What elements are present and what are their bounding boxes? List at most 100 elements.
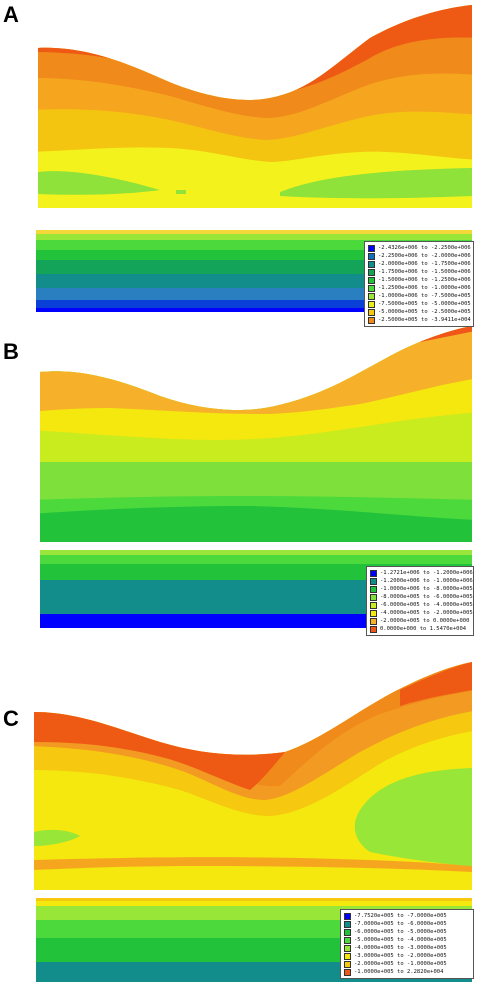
legend-swatch (344, 944, 351, 952)
legend-label: -2.0000e+005 to -1.0000e+005 (354, 961, 447, 967)
legend-swatch (344, 920, 351, 928)
green-body (34, 829, 80, 846)
band (40, 550, 472, 555)
legend-entry: 0.0000e+000 to 1.5470e+004 (370, 625, 470, 633)
legend-label: -2.0000e+005 to 0.0000e+000 (380, 618, 470, 624)
panel-b-section (40, 326, 472, 542)
legend-swatch (370, 585, 377, 593)
panel-label-c: C (3, 706, 19, 731)
legend-swatch (368, 316, 375, 324)
legend-label: -5.0000e+005 to -2.5000e+005 (378, 309, 471, 315)
legend-label: -1.0000e+006 to -8.0000e+005 (380, 586, 473, 592)
legend-label: -1.0000e+006 to -7.5000e+005 (378, 293, 471, 299)
legend-swatch (368, 308, 375, 316)
band (36, 898, 472, 901)
green-body (354, 768, 472, 866)
legend-entry: -7.0000e+005 to -6.0000e+005 (344, 920, 470, 928)
legend-label: -1.2500e+006 to -1.0000e+006 (378, 285, 471, 291)
legend-swatch (370, 577, 377, 585)
panel-label-b: B (3, 339, 19, 364)
legend-swatch (368, 292, 375, 300)
legend-label: -2.5000e+005 to -3.9411e+004 (378, 317, 471, 323)
band (36, 308, 472, 312)
legend-label: -7.5000e+005 to -5.0000e+005 (378, 301, 471, 307)
legend-entry: -3.0000e+005 to -2.0000e+005 (344, 952, 470, 960)
legend-swatch (370, 601, 377, 609)
legend-label: -1.2000e+006 to -1.0000e+006 (380, 578, 473, 584)
legend-swatch (344, 936, 351, 944)
legend-label: -7.0000e+005 to -6.0000e+005 (354, 921, 447, 927)
legend-entry: -4.0000e+005 to -3.0000e+005 (344, 944, 470, 952)
legend-entry: -2.2500e+006 to -2.0000e+006 (368, 252, 471, 260)
legend-entry: -2.5000e+005 to -3.9411e+004 (368, 316, 471, 324)
legend-entry: -2.0000e+006 to -1.7500e+006 (368, 260, 471, 268)
legend-swatch (344, 928, 351, 936)
legend-label: -7.7520e+005 to -7.0000e+005 (354, 913, 447, 919)
legend-swatch (368, 244, 375, 252)
legend-swatch (370, 625, 377, 633)
band (40, 614, 472, 628)
legend-entry: -1.2500e+006 to -1.0000e+006 (368, 284, 471, 292)
band (36, 230, 472, 240)
legend-label: -2.0000e+006 to -1.7500e+006 (378, 261, 471, 267)
legend-entry: -6.0000e+005 to -4.0000e+005 (370, 601, 473, 609)
band (36, 898, 472, 906)
legend-swatch (370, 609, 377, 617)
legend-label: -4.0000e+005 to -3.0000e+005 (354, 945, 447, 951)
panel-a-section (38, 5, 472, 208)
legend-entry: -1.5000e+006 to -1.2500e+006 (368, 276, 471, 284)
legend-label: -1.0000e+005 to 2.2820e+004 (354, 969, 444, 975)
legend-entry: -5.0000e+005 to -4.0000e+005 (344, 936, 470, 944)
legend-entry: -1.0000e+006 to -7.5000e+005 (368, 292, 471, 300)
legend-label: -2.2500e+006 to -2.0000e+006 (378, 253, 471, 259)
green-lens (280, 168, 472, 199)
panel-label-a: A (3, 2, 19, 27)
legend-entry: -1.2000e+006 to -1.0000e+006 (370, 577, 473, 585)
legend-entry: -4.0000e+005 to -2.0000e+005 (370, 609, 473, 617)
legend-label: -1.7500e+006 to -1.5000e+006 (378, 269, 471, 275)
legend-swatch (368, 268, 375, 276)
legend-entry: -1.0000e+005 to 2.2820e+004 (344, 968, 470, 976)
legend-label: -1.5000e+006 to -1.2500e+006 (378, 277, 471, 283)
legend-entry: -5.0000e+005 to -2.5000e+005 (368, 308, 471, 316)
legend-swatch (370, 569, 377, 577)
legend-swatch (370, 593, 377, 601)
legend-a: -2.4326e+006 to -2.2500e+006 -2.2500e+006… (364, 241, 474, 327)
panel-c-section (34, 662, 472, 890)
band (36, 230, 472, 234)
legend-swatch (368, 276, 375, 284)
legend-label: -4.0000e+005 to -2.0000e+005 (380, 610, 473, 616)
legend-entry: -2.0000e+005 to -1.0000e+005 (344, 960, 470, 968)
legend-swatch (368, 260, 375, 268)
legend-c: -7.7520e+005 to -7.0000e+005 -7.0000e+005… (340, 909, 474, 979)
legend-entry: -8.0000e+005 to -6.0000e+005 (370, 593, 473, 601)
legend-label: -8.0000e+005 to -6.0000e+005 (380, 594, 473, 600)
legend-label: -6.0000e+005 to -4.0000e+005 (380, 602, 473, 608)
legend-swatch (344, 968, 351, 976)
legend-swatch (344, 912, 351, 920)
legend-label: -6.0000e+005 to -5.0000e+005 (354, 929, 447, 935)
legend-label: -1.2721e+006 to -1.2000e+006 (380, 570, 473, 576)
legend-b: -1.2721e+006 to -1.2000e+006 -1.2000e+006… (366, 566, 474, 636)
band (34, 857, 472, 872)
legend-entry: -2.0000e+005 to 0.0000e+000 (370, 617, 470, 625)
green-spot (176, 190, 186, 194)
legend-entry: -1.2721e+006 to -1.2000e+006 (370, 569, 473, 577)
legend-label: -3.0000e+005 to -2.0000e+005 (354, 953, 447, 959)
legend-swatch (344, 960, 351, 968)
legend-label: -2.4326e+006 to -2.2500e+006 (378, 245, 471, 251)
legend-label: 0.0000e+000 to 1.5470e+004 (380, 626, 467, 632)
band (34, 712, 285, 790)
legend-entry: -6.0000e+005 to -5.0000e+005 (344, 928, 470, 936)
legend-entry: -1.0000e+006 to -8.0000e+005 (370, 585, 473, 593)
legend-swatch (368, 252, 375, 260)
band (400, 662, 472, 706)
legend-entry: -7.7520e+005 to -7.0000e+005 (344, 912, 470, 920)
legend-swatch (368, 284, 375, 292)
legend-swatch (344, 952, 351, 960)
legend-swatch (370, 617, 377, 625)
legend-entry: -7.5000e+005 to -5.0000e+005 (368, 300, 471, 308)
green-lens (38, 171, 160, 195)
legend-entry: -1.7500e+006 to -1.5000e+006 (368, 268, 471, 276)
